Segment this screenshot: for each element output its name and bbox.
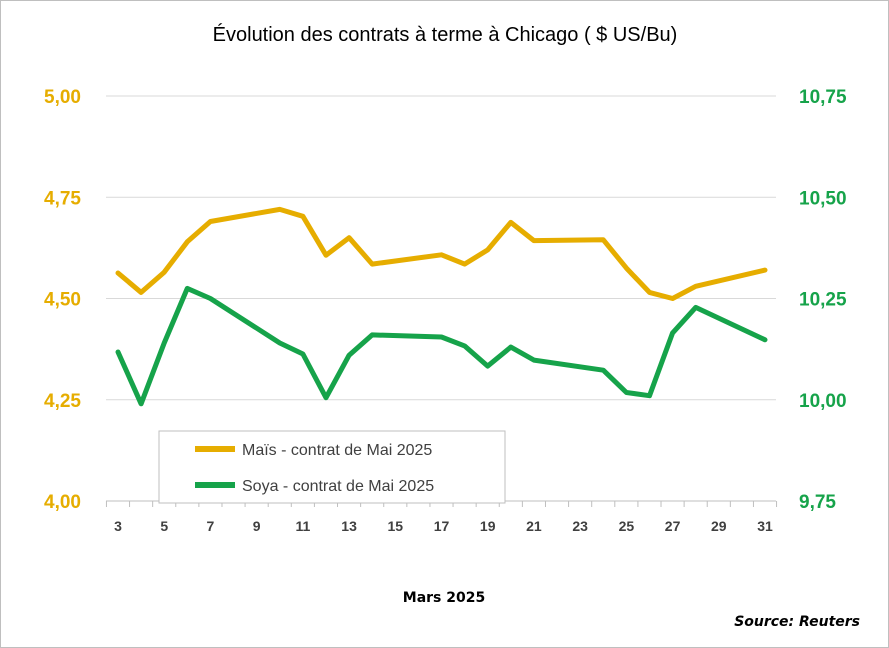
x-tick-label: 19 (480, 518, 496, 534)
y-right-tick-label: 10,25 (799, 290, 847, 311)
x-tick-label: 3 (114, 518, 122, 534)
x-tick-label: 7 (207, 518, 215, 534)
y-right-tick-label: 9,75 (799, 492, 836, 513)
y-left-tick-label: 4,75 (44, 188, 81, 209)
x-tick-label: 31 (757, 518, 773, 534)
x-tick-label: 11 (295, 518, 310, 534)
y-left-tick-label: 4,50 (44, 290, 81, 311)
y-left-tick-label: 5,00 (44, 87, 81, 108)
y-left-tick-label: 4,25 (44, 391, 81, 412)
source-note: Source: Reuters (734, 614, 860, 630)
legend-label-soya: Soya - contrat de Mai 2025 (242, 478, 434, 495)
y-right-tick-label: 10,75 (799, 87, 847, 108)
chart-title: Évolution des contrats à terme à Chicago… (213, 23, 678, 46)
series-line-soya (115, 285, 768, 407)
gridlines (106, 95, 776, 401)
x-tick-label: 9 (253, 518, 261, 534)
y-right-tick-label: 10,50 (799, 188, 847, 209)
x-tick-label: 29 (711, 518, 727, 534)
x-tick-labels: 3 5 7 9 11 13 15 17 19 21 23 25 27 29 31 (114, 518, 773, 534)
legend-box (158, 430, 506, 504)
x-tick-label: 5 (160, 518, 168, 534)
y-axis-right: 10,75 10,50 10,25 10,00 9,75 (799, 87, 847, 513)
legend-label-mais: Maïs - contrat de Mai 2025 (242, 442, 432, 459)
x-tick-label: 27 (665, 518, 681, 534)
x-tick-label: 17 (434, 518, 450, 534)
series-lines (115, 206, 768, 407)
x-axis-title: Mars 2025 (403, 590, 485, 606)
y-left-tick-label: 4,00 (44, 492, 81, 513)
x-tick-label: 21 (526, 518, 542, 534)
series-line-mais (115, 206, 768, 301)
y-right-tick-label: 10,00 (799, 391, 847, 412)
x-tick-label: 15 (387, 518, 403, 534)
x-tick-label: 13 (341, 518, 357, 534)
legend: Maïs - contrat de Mai 2025 Soya - contra… (158, 430, 506, 504)
x-tick-label: 25 (619, 518, 635, 534)
y-axis-left: 5,00 4,75 4,50 4,25 4,00 (44, 87, 81, 513)
x-tick-label: 23 (572, 518, 588, 534)
